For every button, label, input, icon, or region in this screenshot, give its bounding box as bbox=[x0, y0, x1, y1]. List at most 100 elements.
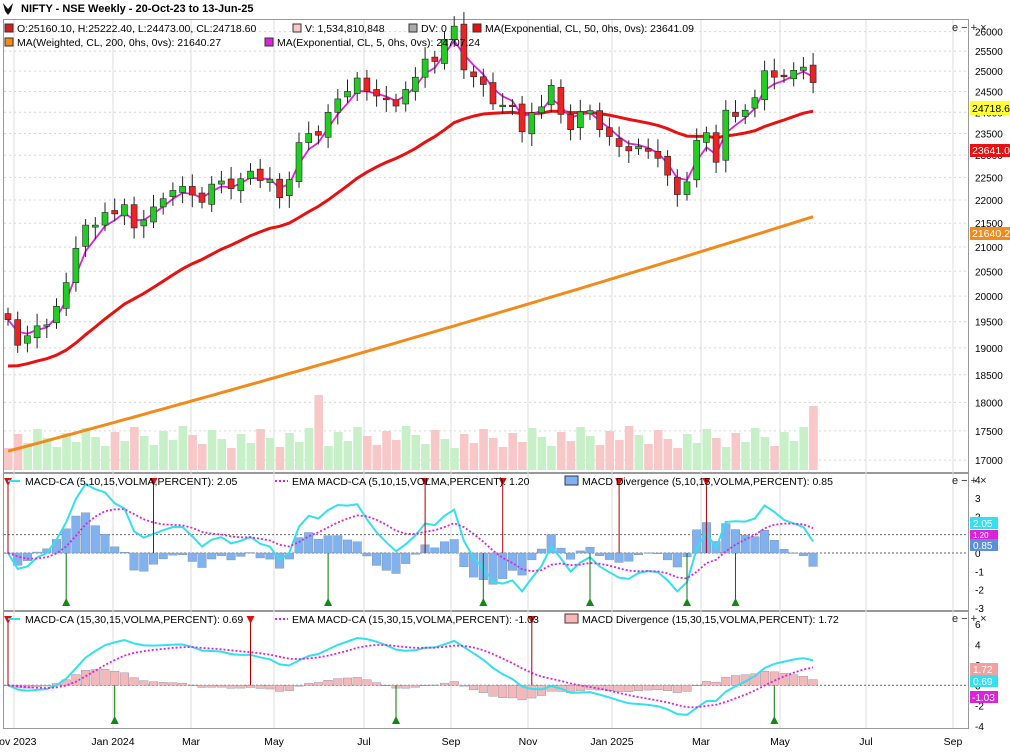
volume-bar bbox=[295, 442, 304, 470]
volume-bar bbox=[615, 440, 624, 470]
volume-bar bbox=[42, 438, 52, 470]
volume-bar bbox=[372, 445, 382, 470]
macd2g-sell-arrow-icon bbox=[527, 616, 536, 624]
candle-body bbox=[247, 170, 254, 180]
macd2g-hist-bar bbox=[245, 685, 255, 688]
macd1g-hist-bar bbox=[313, 538, 323, 554]
price-panel-controls[interactable]: e − + × bbox=[952, 22, 987, 34]
time-tick-label: Jul bbox=[859, 736, 872, 748]
macd1g-tick-label: 4 bbox=[975, 476, 981, 487]
macd2g-hist-bar bbox=[343, 677, 353, 686]
macd2g-hist-bar bbox=[284, 685, 294, 691]
volume-bar bbox=[547, 446, 556, 470]
volume-bar bbox=[13, 434, 23, 470]
candle-body bbox=[4, 313, 12, 320]
candle-body bbox=[441, 39, 448, 64]
price-tick-label: 19500 bbox=[975, 318, 1003, 329]
candle-body bbox=[179, 186, 186, 193]
macd2g-hist-bar bbox=[449, 681, 459, 686]
macd1g-buy-arrow-icon bbox=[731, 598, 740, 606]
volume-legend: V: 1,534,810,848 bbox=[305, 23, 385, 35]
macd1g-hist-bar bbox=[265, 552, 275, 560]
macd2g-hist-bar bbox=[663, 685, 673, 691]
price-tick-label: 17000 bbox=[975, 456, 1003, 467]
macd1g-macd-line bbox=[7, 482, 814, 593]
volume-bar bbox=[333, 432, 343, 470]
macd1g-hist-bar bbox=[110, 546, 120, 554]
macd2g-hist-bar bbox=[372, 682, 382, 686]
macd2-signal-legend: EMA MACD-CA (15,30,15,VOLMA,PERCENT): -1… bbox=[292, 614, 539, 626]
price-tick-label: 18500 bbox=[975, 371, 1003, 382]
macd2-panel-controls[interactable]: e − + × bbox=[952, 613, 987, 625]
volume-bar bbox=[741, 442, 750, 470]
candle-body bbox=[664, 155, 671, 176]
volume-bar bbox=[712, 438, 721, 470]
wma200-tag-bg bbox=[970, 227, 1010, 240]
macd2g-hist-bar bbox=[653, 685, 663, 691]
volume-bar bbox=[440, 439, 450, 470]
candle-body bbox=[800, 66, 807, 71]
volume-bar bbox=[265, 438, 275, 470]
candle-body bbox=[402, 89, 410, 105]
volume-bar bbox=[120, 441, 129, 470]
macd1g-hist-bar bbox=[81, 512, 91, 554]
candle-body bbox=[62, 282, 70, 309]
dv-legend-swatch bbox=[408, 23, 418, 33]
macd2-panel-frame bbox=[3, 611, 969, 729]
price-tick-label: 21500 bbox=[975, 219, 1003, 230]
candle-body bbox=[693, 140, 701, 181]
macd2g-hist-bar bbox=[430, 684, 440, 686]
price-tick-label: 25000 bbox=[975, 67, 1003, 78]
macd1g-hist-bar bbox=[507, 552, 517, 571]
volume-bar bbox=[721, 447, 731, 470]
macd2g-hist-bar bbox=[139, 680, 149, 686]
candle-body bbox=[208, 183, 215, 205]
macd2g-hist-bar bbox=[469, 685, 479, 691]
price-tick-label: 20500 bbox=[975, 267, 1003, 278]
macd2g-hist-bar bbox=[682, 685, 692, 692]
macd1g-hist-bar bbox=[187, 552, 197, 562]
macd1-panel-controls[interactable]: e − + × bbox=[952, 475, 987, 487]
volume-legend-swatch bbox=[292, 23, 302, 33]
volume-bar bbox=[780, 432, 789, 470]
price-panel-frame bbox=[3, 19, 969, 473]
macd2g-hist-bar bbox=[634, 685, 644, 691]
ema5-legend-swatch bbox=[264, 37, 274, 47]
macd1g-hist-bar bbox=[624, 552, 634, 562]
macd1g-hist-bar bbox=[566, 552, 576, 560]
macd2g-hist-bar bbox=[575, 685, 585, 692]
macd1g-tick-label: 3 bbox=[975, 494, 981, 505]
volume-bar bbox=[731, 433, 741, 470]
macd1g-hist-bar bbox=[13, 552, 23, 566]
macd2g-hist-bar bbox=[362, 679, 372, 686]
volume-bar bbox=[62, 433, 71, 470]
dv-legend: DV: 0 bbox=[421, 23, 447, 35]
time-tick-label: Jul bbox=[357, 736, 370, 748]
volume-bar bbox=[71, 442, 81, 470]
macd1g-hist-bar bbox=[207, 552, 217, 560]
macd2-plot bbox=[3, 616, 968, 724]
macd2g-hist-bar bbox=[81, 670, 91, 686]
macd2g-hist-bar bbox=[614, 685, 624, 692]
volume-bar bbox=[644, 444, 653, 470]
time-tick-label: Jan 2024 bbox=[91, 736, 134, 748]
volume-bar bbox=[110, 432, 120, 470]
candle-body bbox=[732, 111, 739, 117]
macd2g-hist-bar bbox=[643, 685, 653, 691]
macd2g-hist-bar bbox=[624, 685, 634, 692]
time-tick-label: May bbox=[770, 736, 791, 748]
macd2g-hist-bar bbox=[459, 685, 469, 687]
candle-body bbox=[121, 204, 128, 217]
candle-body bbox=[315, 131, 322, 136]
macd1-hist-tag: 0.85 bbox=[973, 541, 993, 552]
volume-bar bbox=[217, 439, 226, 470]
macd2g-hist-bar bbox=[255, 685, 265, 689]
candle-body bbox=[712, 132, 720, 163]
candle-body bbox=[373, 89, 380, 97]
macd1g-hist-bar bbox=[372, 552, 382, 566]
ema50-line bbox=[7, 109, 814, 368]
volume-bar bbox=[653, 430, 663, 470]
macd1-signal-tag-bg bbox=[970, 530, 998, 539]
volume-bar bbox=[139, 436, 149, 470]
